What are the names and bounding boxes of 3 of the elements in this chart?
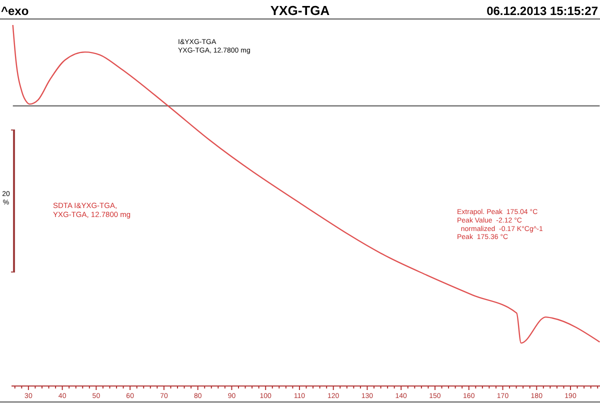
text: ^exo [1, 4, 29, 18]
text: 06.12.2013 15:15:27 [486, 4, 598, 18]
chart-title: YXG-TGA [270, 3, 330, 18]
